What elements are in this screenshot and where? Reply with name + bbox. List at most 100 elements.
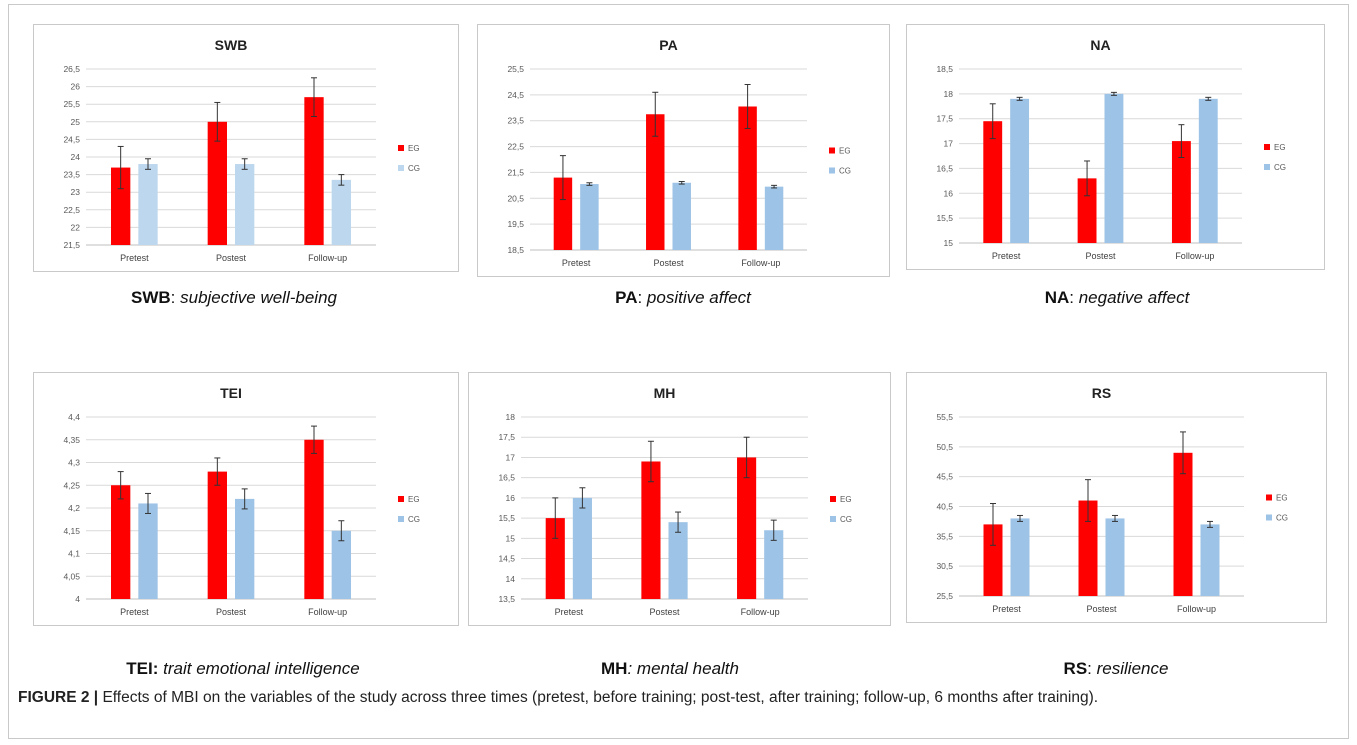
chart-panel-rs: RS 25,5 30,5 35,5 40,5 45,5 50,5 55,5 Pretest Pos… (906, 372, 1327, 623)
bar-eg (641, 461, 661, 599)
bar-eg (553, 177, 573, 250)
y-tick-label: 4,15 (63, 526, 80, 536)
y-tick-label: 15,5 (498, 513, 515, 523)
bar-eg (545, 518, 565, 599)
chart-svg: NA 15 15,5 16 16,5 17 17,5 18 18,5 Pretest Postest… (936, 37, 1286, 261)
bar-eg (983, 121, 1003, 243)
subcaption-rs: RS: resilience (1064, 659, 1169, 679)
subcaption-na: NA: negative affect (1045, 288, 1190, 308)
bar-cg (764, 186, 784, 250)
legend-swatch-cg (830, 516, 836, 522)
bar-cg (138, 503, 158, 599)
y-tick-label: 25 (71, 117, 81, 127)
legend-label-eg: EG (408, 144, 420, 153)
legend-swatch-cg (829, 167, 835, 174)
bar-cg (572, 497, 592, 599)
chart-panel-swb: SWB 21,5 22 22,5 23 23,5 24 24,5 25 25,5 26 26,5 Pre… (33, 24, 459, 272)
legend-swatch-eg (829, 147, 835, 154)
y-tick-label: 50,5 (936, 442, 953, 452)
y-tick-label: 4,1 (68, 549, 80, 559)
y-tick-label: 35,5 (936, 531, 953, 541)
x-tick-label: Follow-up (741, 607, 780, 617)
chart-svg: PA 18,5 19,5 20,5 21,5 22,5 23,5 24,5 25,5 Pretes… (507, 37, 851, 268)
legend-label-eg: EG (839, 147, 851, 156)
legend-label-eg: EG (1276, 494, 1288, 503)
subcaption-desc: negative affect (1078, 288, 1190, 307)
y-tick-label: 17 (506, 452, 516, 462)
legend-swatch-eg (398, 496, 404, 502)
y-tick-label: 22 (71, 222, 81, 232)
bar-eg (304, 439, 324, 599)
y-tick-label: 4,05 (63, 571, 80, 581)
bar-eg (304, 97, 324, 245)
y-tick-label: 23,5 (507, 116, 524, 126)
legend-label-cg: CG (1276, 514, 1288, 523)
y-tick-label: 55,5 (936, 412, 953, 422)
bar-cg (235, 164, 255, 245)
y-tick-label: 4,3 (68, 458, 80, 468)
bar-cg (235, 498, 255, 599)
y-tick-label: 18,5 (936, 64, 953, 74)
x-tick-label: Pretest (992, 251, 1021, 261)
y-tick-label: 15,5 (936, 213, 953, 223)
legend-swatch-eg (1266, 494, 1272, 501)
bar-cg (672, 182, 691, 250)
bar-eg (1077, 178, 1097, 243)
y-tick-label: 22,5 (63, 205, 80, 215)
subcaption-desc: trait emotional intelligence (163, 659, 360, 678)
x-tick-label: Pretest (992, 604, 1021, 614)
y-tick-label: 13,5 (498, 594, 515, 604)
bar-cg (331, 179, 351, 245)
figure-caption-text: Effects of MBI on the variables of the s… (98, 689, 1099, 706)
y-tick-label: 18,5 (507, 245, 524, 255)
subcaption-sep: : (637, 288, 647, 307)
bar-eg (646, 114, 665, 250)
bar-cg (1010, 98, 1030, 243)
subcaption-abbr: TEI: (126, 659, 159, 678)
bar-eg (111, 167, 131, 245)
y-tick-label: 16 (944, 188, 954, 198)
y-tick-label: 21,5 (507, 167, 524, 177)
legend-label-cg: CG (408, 164, 420, 173)
bar-eg (1078, 500, 1098, 596)
bar-cg (580, 184, 599, 250)
bar-cg (331, 530, 351, 599)
y-tick-label: 23,5 (63, 170, 80, 180)
legend-swatch-cg (1266, 514, 1272, 521)
subcaption-tei: TEI: trait emotional intelligence (126, 659, 359, 679)
y-tick-label: 17,5 (498, 432, 515, 442)
chart-svg: SWB 21,5 22 22,5 23 23,5 24 24,5 25 25,5 26 26,5 Pre… (63, 37, 420, 263)
chart-svg: TEI 4 4,05 4,1 4,15 4,2 4,25 4,3 4,35 4,4 Pretest P… (63, 385, 420, 617)
bar-cg (138, 164, 158, 245)
legend-label-eg: EG (408, 495, 420, 504)
chart-title: SWB (215, 37, 248, 53)
y-tick-label: 30,5 (936, 561, 953, 571)
x-tick-label: Postest (216, 607, 247, 617)
x-tick-label: Follow-up (1177, 604, 1216, 614)
chart-panel-mh: MH 13,5 14 14,5 15 15,5 16 16,5 17 17,5 18 Pretest P… (468, 372, 891, 626)
bar-eg (1173, 452, 1193, 596)
legend-swatch-eg (398, 145, 404, 151)
y-tick-label: 23 (71, 187, 81, 197)
legend-label-eg: EG (1274, 143, 1286, 152)
x-tick-label: Postest (653, 258, 684, 268)
y-tick-label: 4,4 (68, 412, 80, 422)
x-tick-label: Pretest (555, 607, 584, 617)
subcaption-abbr: RS (1063, 659, 1088, 678)
subcaption-mh: MH: mental health (601, 659, 739, 679)
bar-cg (1010, 518, 1030, 596)
bar-eg (983, 524, 1003, 596)
legend-swatch-cg (1264, 164, 1270, 170)
y-tick-label: 26 (71, 82, 81, 92)
y-tick-label: 20,5 (507, 193, 524, 203)
y-tick-label: 4 (75, 594, 80, 604)
legend-swatch-cg (398, 165, 404, 171)
legend-label-cg: CG (839, 167, 851, 176)
y-tick-label: 40,5 (936, 502, 953, 512)
subcaption-desc: : mental health (627, 659, 739, 678)
x-tick-label: Pretest (562, 258, 591, 268)
y-tick-label: 17 (944, 139, 954, 149)
x-tick-label: Follow-up (308, 607, 347, 617)
subcaption-pa: PA: positive affect (615, 288, 751, 308)
x-tick-label: Follow-up (308, 253, 347, 263)
